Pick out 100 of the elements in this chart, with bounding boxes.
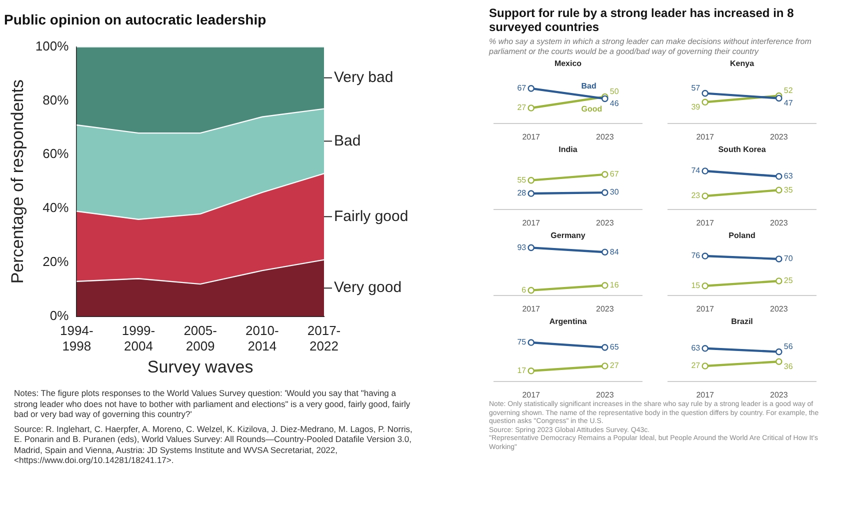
point [776,348,782,356]
point [702,90,708,97]
point [702,282,708,290]
point [602,344,608,351]
point [528,286,534,294]
point [776,278,782,284]
point [776,94,782,102]
data-label: 67 [517,84,527,93]
chart-title: Public opinion on autocratic leadership [4,11,266,28]
point [702,362,708,370]
data-label: 17 [517,366,527,376]
point [776,172,782,180]
text: Notes: The figure plots responses to the World Values Survey question: 'Would you say that "having a strong leader who does not have to bother with parliament and elections" is a very good, fairly good, fairly bad or very bad way of governing this country?' [14,388,412,420]
point [528,244,534,252]
y-tick-label: 20% [42,254,70,270]
data-label: 56 [784,342,794,352]
data-label: 57 [691,84,701,93]
point [528,85,534,92]
data-label: 35 [784,185,794,194]
x-tick-label: 2023 [770,132,788,142]
y-tick-label: 0% [50,308,70,323]
point [776,256,782,262]
y-tick-label: 100% [35,38,70,54]
point [702,98,708,106]
x-tick-label: 2023 [770,390,788,400]
chart-title: Poland [728,231,756,240]
point [528,176,534,184]
data-label: 74 [691,166,701,176]
data-label: 6 [522,285,527,294]
point [602,362,608,370]
data-label: 16 [610,280,620,290]
point [602,171,608,178]
chart-title: Kenya [730,59,755,68]
data-label: 50 [610,86,620,96]
point [602,282,608,289]
x-tick-label: 2017-2022 [307,322,341,354]
data-label: 75 [517,338,527,347]
point [776,358,782,366]
x-tick-label: 2017 [522,218,541,228]
x-tick-label: 2023 [596,390,614,400]
point [602,248,608,256]
data-label: 23 [691,191,701,200]
data-label: 63 [691,344,701,353]
data-label: 47 [784,98,794,108]
data-label: 25 [784,276,794,286]
x-tick-label: 2010-2014 [246,322,279,354]
y-axis-title: Percentage of respondents [8,80,27,284]
point [702,192,708,200]
data-label: 27 [517,103,527,112]
chart-title: Germany [550,231,586,240]
point [702,344,708,352]
data-label: 52 [784,86,794,95]
chart-title: Argentina [549,317,588,326]
x-tick-label: 2017 [522,390,541,400]
x-tick-label: 2017 [522,304,541,314]
x-tick-label: 2023 [596,218,614,228]
x-tick-label: 2023 [596,132,614,142]
source-note: Source: R. Inglehart, C. Haerpfer, A. Moreno, C. Welzel, K. Kizilova, J. Diez-Medrano, M. Lagos, P. Norris, E. Ponarin and B. Puranen (eds), World Values Survey: All Rounds—Country-Pooled Datafile Version 3.0, Madrid, Spain and Vienna, Austria: JD Systems Institute and WVSA Secretariat, 2022, <https://www.doi.org/10.14281/18241.17>. [14,424,414,466]
y-tick-label: 60% [42,146,70,162]
data-label: 28 [517,188,527,198]
data-label: 27 [610,361,620,370]
point [528,104,534,112]
x-tick-label: 1999-2004 [122,322,156,354]
series-label: Very good [334,279,402,296]
chart-title: Mexico [554,59,582,68]
data-label: 30 [610,188,620,197]
x-axis-title: Survey waves [147,357,254,376]
data-label: 65 [610,342,620,352]
series-label: Bad [334,132,361,150]
x-tick-label: 2017 [696,132,715,142]
data-label: 39 [691,102,701,112]
chart-title: Brazil [731,317,753,326]
data-label: 63 [784,172,794,181]
data-label: 70 [784,254,794,264]
x-tick-label: 2017 [696,218,715,228]
y-tick-label: 40% [42,200,70,216]
data-label: 55 [517,176,527,185]
series-label: Bad [581,82,597,91]
series-label: Fairly good [334,208,408,225]
data-label: 15 [691,281,701,290]
data-label: 93 [517,242,527,252]
x-tick-label: 2017 [696,390,715,400]
point [702,252,708,260]
point [776,186,782,194]
x-tick-label: 2017 [696,304,715,314]
data-label: 46 [610,98,620,108]
x-tick-label: 2023 [596,304,614,314]
chart-title: India [558,145,578,154]
data-label: 36 [784,362,794,371]
data-label: 76 [691,251,701,260]
text: % who say a system in which a strong leader can make decisions without interference from parliament or the courts would be a good/bad way of governing their country [489,37,812,57]
series-label: Very bad [334,68,394,86]
data-label: 67 [610,170,620,179]
text: Support for rule by a strong leader has increased in 8 surveyed countries [489,6,795,34]
data-label: 27 [691,361,701,370]
data-label: 84 [610,247,620,256]
chart-title: South Korea [718,145,766,154]
point [702,168,708,174]
point [528,190,534,197]
point [528,368,534,374]
